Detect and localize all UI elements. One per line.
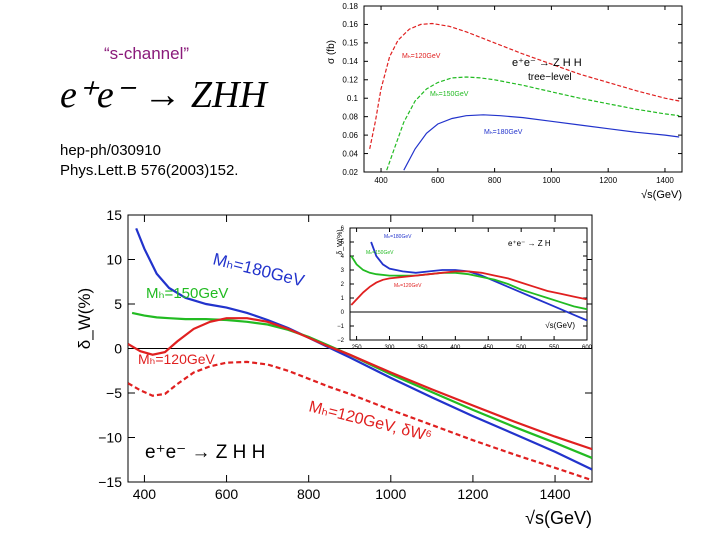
- x-tick-label: 1000: [375, 486, 406, 502]
- y-tick-label: 4: [341, 254, 345, 260]
- y-tick-label: 1: [341, 296, 345, 302]
- series-label: Mₕ=120GeV: [394, 283, 422, 289]
- y-tick-label: 0: [341, 310, 345, 316]
- x-tick-label: 500: [516, 345, 527, 351]
- series-label: Mₕ=180GeV: [484, 129, 523, 136]
- x-tick-label: 600: [582, 345, 593, 351]
- y-tick-label: 0.06: [342, 131, 358, 140]
- annotation-150: Mₕ=150GeV: [146, 285, 228, 302]
- chart-inset: −2 −1 0 1 2 3 4 5 6 250 300 350 400 450 500 550 600 √s(Ge…: [337, 226, 593, 351]
- x-axis-label: √s(GeV): [641, 189, 682, 201]
- x-tick-label: 450: [483, 345, 494, 351]
- y-tick-label: 0.02: [342, 168, 358, 177]
- y-axis-label: σ (fb): [326, 40, 337, 64]
- y-tick-label: −1: [337, 324, 345, 330]
- plot-frame: [349, 227, 588, 341]
- x-axis-label: √s(GeV): [525, 508, 592, 528]
- reference-line-1: hep-ph/030910: [60, 142, 161, 159]
- y-tick-label: 0.18: [342, 2, 358, 11]
- series-label: Mₕ=180GeV: [384, 234, 412, 240]
- x-tick-label: 550: [549, 345, 560, 351]
- y-tick-label: 5: [341, 240, 345, 246]
- series-line: [386, 76, 680, 171]
- y-tick-label: 0.1: [347, 94, 359, 103]
- x-tick-label: 1200: [599, 176, 617, 185]
- y-tick-label: 2: [341, 282, 345, 288]
- series-line: [128, 317, 592, 451]
- y-tick-label: −2: [337, 338, 345, 344]
- series-label: Mₕ=150GeV: [430, 91, 469, 98]
- y-tick-label: 6: [341, 226, 345, 232]
- y-tick-label: 0.08: [342, 112, 358, 121]
- series-line: [350, 255, 587, 311]
- series-line: [350, 270, 587, 306]
- y-tick-label: 0.12: [342, 76, 358, 85]
- x-tick-label: 400: [133, 486, 157, 502]
- s-channel-label: “s-channel”: [104, 44, 190, 63]
- y-tick-label: 0.15: [342, 39, 358, 48]
- y-tick-label: 15: [106, 207, 122, 223]
- x-tick-label: 350: [417, 345, 428, 351]
- chart-title: e⁺e⁻ → Z H: [508, 239, 551, 248]
- x-tick-label: 600: [431, 176, 445, 185]
- y-tick-label: 3: [341, 268, 345, 274]
- x-tick-label: 1400: [656, 176, 674, 185]
- y-tick-label: 5: [114, 296, 122, 312]
- y-tick-label: −15: [98, 474, 122, 490]
- y-tick-label: 0.04: [342, 149, 358, 158]
- x-tick-label: 250: [352, 345, 363, 351]
- plot-frame: [363, 5, 683, 173]
- y-axis-label: δ_W(%): [337, 229, 344, 254]
- chart-title: e⁺e⁻ → Z H H: [145, 442, 265, 463]
- y-tick-label: 0: [114, 340, 122, 356]
- x-tick-label: 800: [488, 176, 502, 185]
- y-axis-label: δ_W(%): [75, 288, 94, 349]
- x-tick-label: 1200: [457, 486, 488, 502]
- chart-top-right: 0.02 0.04 0.06 0.08 0.1 0.12 0.14 0.15 0.16 0.18 4…: [326, 2, 683, 201]
- y-tick-label: 0.16: [342, 20, 358, 29]
- x-tick-label: 1000: [542, 176, 560, 185]
- x-tick-label: 400: [374, 176, 388, 185]
- series-line: [128, 360, 592, 482]
- x-tick-label: 600: [215, 486, 239, 502]
- y-tick-label: −5: [106, 385, 122, 401]
- x-tick-label: 400: [450, 345, 461, 351]
- series-line: [369, 22, 680, 150]
- process-title: e⁺e⁻ → ZHH: [60, 74, 267, 116]
- x-tick-label: 800: [297, 486, 321, 502]
- chart-title: e⁺e⁻ → Z H H: [512, 57, 582, 69]
- x-axis-label: √s(GeV): [545, 321, 575, 330]
- y-tick-label: 10: [106, 251, 122, 267]
- y-tick-label: −10: [98, 429, 122, 445]
- chart-subtitle: tree−level: [528, 72, 572, 83]
- series-line: [403, 114, 680, 171]
- x-tick-label: 300: [384, 345, 395, 351]
- series-label: Mₕ=120GeV: [402, 53, 441, 60]
- y-tick-label: 0.14: [342, 57, 358, 66]
- reference-line-2: Phys.Lett.B 576(2003)152.: [60, 162, 239, 179]
- x-tick-label: 1400: [539, 486, 570, 502]
- annotation-120: Mₕ=120GeV: [138, 351, 216, 367]
- series-label: Mₕ=150GeV: [366, 250, 394, 256]
